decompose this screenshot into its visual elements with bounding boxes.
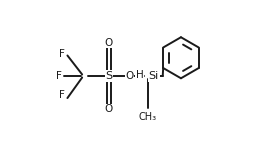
Text: H: H <box>136 70 144 80</box>
Text: F: F <box>56 71 62 81</box>
Text: F: F <box>59 90 65 100</box>
Text: CH₃: CH₃ <box>138 112 156 122</box>
Text: O: O <box>105 104 113 114</box>
Text: O: O <box>105 38 113 48</box>
Text: O: O <box>125 71 133 81</box>
Text: F: F <box>59 49 65 59</box>
Text: Si: Si <box>149 71 159 81</box>
Text: S: S <box>105 71 112 81</box>
